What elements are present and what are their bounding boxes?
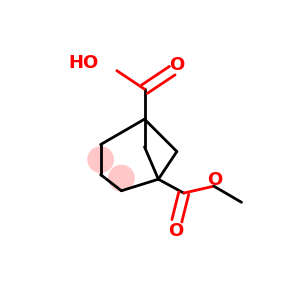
Text: HO: HO <box>68 54 98 72</box>
Circle shape <box>108 165 135 191</box>
Text: O: O <box>168 222 183 240</box>
Circle shape <box>87 146 114 173</box>
Text: O: O <box>207 171 223 189</box>
Text: O: O <box>169 56 184 74</box>
